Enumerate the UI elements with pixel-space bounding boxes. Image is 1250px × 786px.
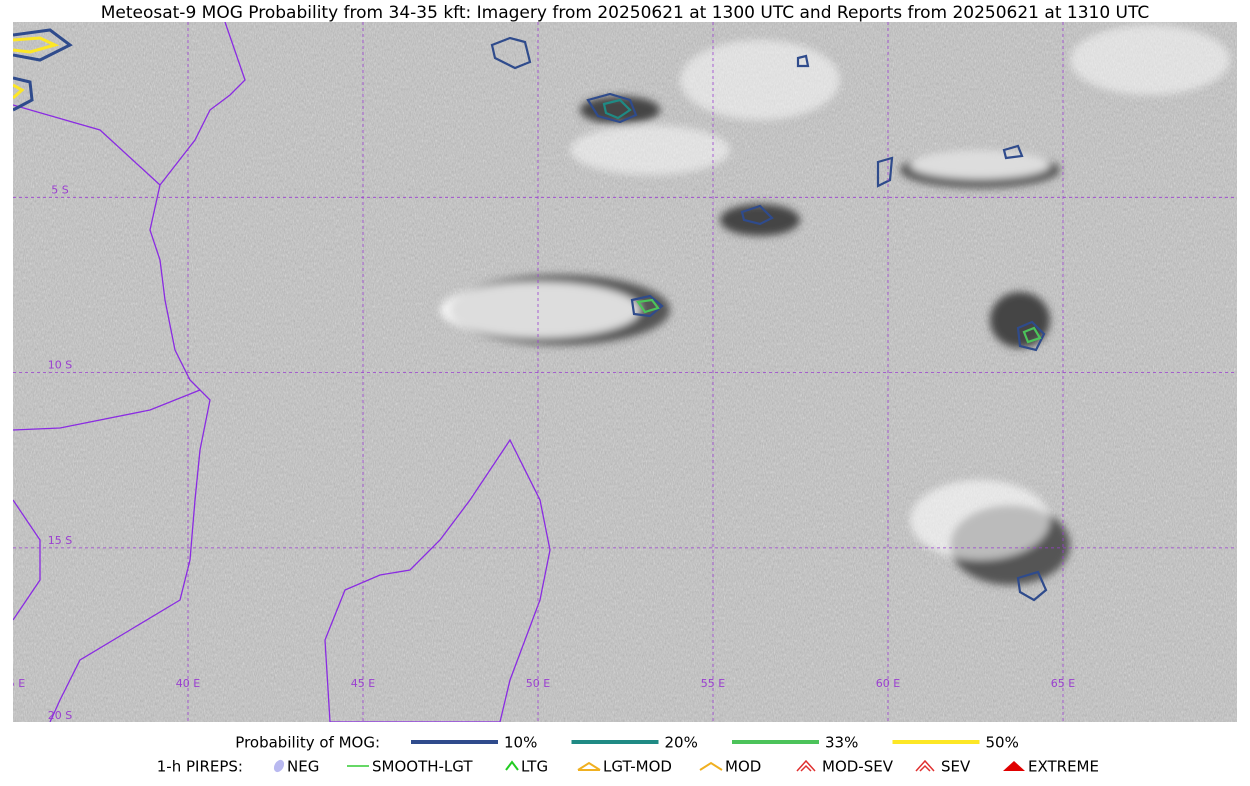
lat-label: 15 S [48,534,72,547]
graticule [13,22,1237,722]
legend-label: 33% [825,734,858,752]
legend-label: MOD [725,758,761,776]
pirep-icon [699,761,723,771]
lon-label: 60 E [876,677,900,690]
corner-contours [13,28,73,112]
lat-label: 20 S [48,709,72,722]
pirep-icon [505,760,519,771]
legend-label: LGT-MOD [603,758,672,776]
map: 5 S 10 S 15 S 20 S 35 E 40 E 45 E 50 E 55 E 60 E 6… [1,22,1237,722]
legend-label: MOD-SEV [822,758,894,776]
lon-label: 40 E [176,677,200,690]
legend-label: LTG [521,758,548,776]
pirep-icon [273,759,285,773]
legend-label: SMOOTH-LGT [372,758,473,776]
lat-label: 5 S [51,183,68,196]
legend: Probability of MOG: 10% 20% 33% 50% 1-h PIREP… [157,734,1099,776]
pirep-icon [796,759,816,772]
legend-heading: Probability of MOG: [235,734,380,752]
pirep-icon [1003,761,1025,771]
legend-label: EXTREME [1028,758,1099,776]
pirep-icon [915,759,935,772]
lon-label: 65 E [1051,677,1075,690]
lat-label: 10 S [48,359,72,372]
lon-label: 45 E [351,677,375,690]
legend-label: SEV [941,758,971,776]
title: Meteosat-9 MOG Probability from 34-35 kf… [101,3,1150,23]
legend-label: NEG [287,758,319,776]
lon-label: 50 E [526,677,550,690]
legend-heading: 1-h PIREPS: [157,758,243,776]
lon-label: 55 E [701,677,725,690]
legend-label: 50% [986,734,1019,752]
legend-label: 10% [504,734,537,752]
pirep-icon [577,761,601,771]
coastlines [13,22,551,722]
lon-label: 35 E [1,677,25,690]
clouds [440,25,1230,585]
mog-contours [490,36,1048,602]
legend-label: 20% [665,734,698,752]
